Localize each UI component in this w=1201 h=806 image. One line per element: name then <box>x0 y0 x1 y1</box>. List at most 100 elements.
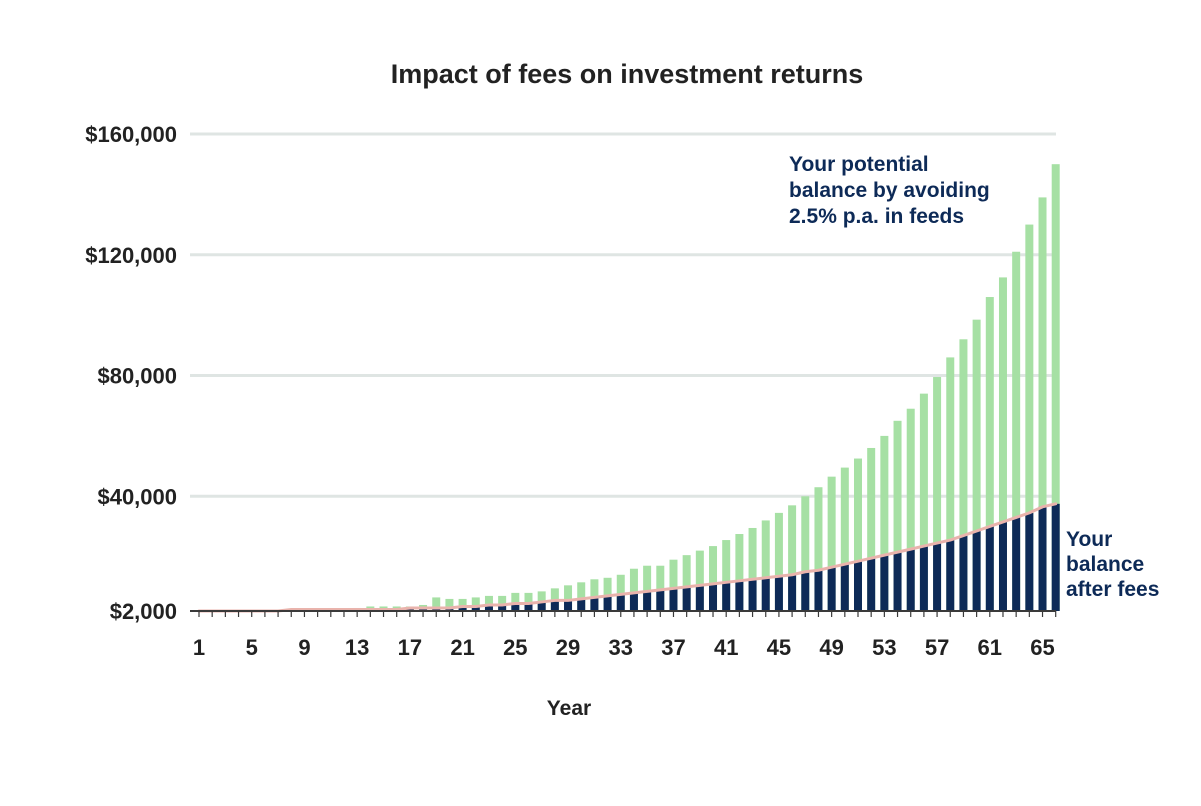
x-tick-label: 33 <box>609 635 633 660</box>
bar-after-fees <box>1025 512 1034 611</box>
bar-after-fees <box>590 597 599 611</box>
bar-after-fees <box>735 580 744 611</box>
x-tick-label: 49 <box>819 635 843 660</box>
bars <box>287 164 1060 611</box>
bar-after-fees <box>1012 517 1021 611</box>
bar-after-fees <box>722 582 731 611</box>
bar-after-fees <box>761 577 770 611</box>
bar-after-fees <box>840 564 849 611</box>
bar-potential <box>1051 164 1060 611</box>
bar-potential <box>643 565 652 611</box>
y-tick-label: $160,000 <box>85 122 177 147</box>
bar-after-fees <box>801 571 810 611</box>
x-tick-label: 41 <box>714 635 738 660</box>
x-tick-label: 13 <box>345 635 369 660</box>
bar-after-fees <box>498 604 507 611</box>
bar-after-fees <box>919 546 928 611</box>
x-tick-label: 53 <box>872 635 896 660</box>
bar-after-fees <box>985 526 994 611</box>
bar-potential <box>946 357 955 611</box>
x-tick-label: 25 <box>503 635 527 660</box>
bar-potential <box>432 597 441 611</box>
bar-potential <box>840 467 849 611</box>
bar-potential <box>919 393 928 611</box>
bar-after-fees <box>577 598 586 611</box>
bar-potential <box>814 487 823 611</box>
x-tick-label: 5 <box>246 635 258 660</box>
bar-after-fees <box>827 567 836 611</box>
bar-potential <box>735 534 744 611</box>
bar-after-fees <box>524 603 533 611</box>
bar-after-fees <box>695 585 704 611</box>
bar-after-fees <box>643 591 652 611</box>
bar-after-fees <box>946 540 955 611</box>
x-tick-label: 37 <box>661 635 685 660</box>
y-tick-label: $2,000 <box>110 599 177 624</box>
bar-potential <box>959 339 968 611</box>
bar-potential <box>761 520 770 611</box>
chart-title: Impact of fees on investment returns <box>391 59 864 89</box>
annotation-line: Your <box>1066 528 1112 551</box>
bar-after-fees <box>972 530 981 611</box>
bar-potential <box>788 505 797 611</box>
x-axis-label: Year <box>547 697 591 720</box>
trend-lines <box>197 502 1058 613</box>
axes <box>190 610 1057 617</box>
bar-potential <box>748 527 757 611</box>
bar-potential <box>669 559 678 611</box>
x-tick-label: 29 <box>556 635 580 660</box>
bar-after-fees <box>537 601 546 611</box>
bar-after-fees <box>603 595 612 611</box>
bar-after-fees <box>814 570 823 611</box>
annotation-line: 2.5% p.a. in feeds <box>789 205 964 228</box>
bar-after-fees <box>854 561 862 611</box>
bar-potential <box>564 585 573 611</box>
bar-potential <box>484 595 493 611</box>
bar-potential <box>709 546 718 611</box>
bar-after-fees <box>933 543 942 611</box>
x-tick-label: 57 <box>925 635 949 660</box>
bar-after-fees <box>564 600 573 611</box>
y-tick-labels: $2,000 $40,000 $80,000 $120,000 $160,000 <box>85 122 177 624</box>
bar-after-fees <box>748 579 757 611</box>
x-tick-labels: 1 5 9 13 17 21 25 29 33 37 41 45 49 53 57 61 65 <box>193 635 1055 660</box>
y-tick-label: $40,000 <box>97 484 177 509</box>
bar-potential <box>827 476 836 611</box>
annotation-line: balance <box>1066 553 1144 576</box>
annotation-line: Your potential <box>789 153 929 176</box>
bar-after-fees <box>998 521 1007 611</box>
bar-after-fees <box>867 558 876 611</box>
x-tick-label: 9 <box>298 635 310 660</box>
bar-potential <box>1012 251 1021 611</box>
bar-potential <box>629 568 638 611</box>
bar-after-fees <box>616 594 625 611</box>
bar-potential <box>577 582 586 611</box>
x-tick-label: 21 <box>450 635 474 660</box>
bar-potential <box>1038 197 1047 611</box>
annotations: Your potential balance by avoiding 2.5% p.… <box>789 153 1159 601</box>
bar-potential <box>1025 224 1034 611</box>
bar-potential <box>972 319 981 611</box>
bar-after-fees <box>893 552 902 611</box>
annotation-balance-after-fees: Your balance after fees <box>1066 528 1159 601</box>
bar-potential <box>682 555 691 611</box>
bar-potential <box>854 458 862 611</box>
bar-after-fees <box>432 607 441 611</box>
bar-potential <box>471 597 480 611</box>
bar-after-fees <box>709 583 718 611</box>
bar-potential <box>933 377 942 611</box>
bar-potential <box>906 408 915 611</box>
bar-after-fees <box>1038 506 1047 611</box>
annotation-line: after fees <box>1066 578 1159 601</box>
bar-after-fees <box>682 586 691 611</box>
bar-after-fees <box>419 607 428 611</box>
bar-after-fees <box>458 606 467 611</box>
bar-potential <box>445 598 454 611</box>
bar-potential <box>985 297 994 611</box>
bar-after-fees <box>880 555 889 611</box>
bar-after-fees <box>511 603 520 611</box>
x-tick-label: 1 <box>193 635 205 660</box>
bar-after-fees <box>788 574 797 611</box>
bar-potential <box>722 540 731 611</box>
